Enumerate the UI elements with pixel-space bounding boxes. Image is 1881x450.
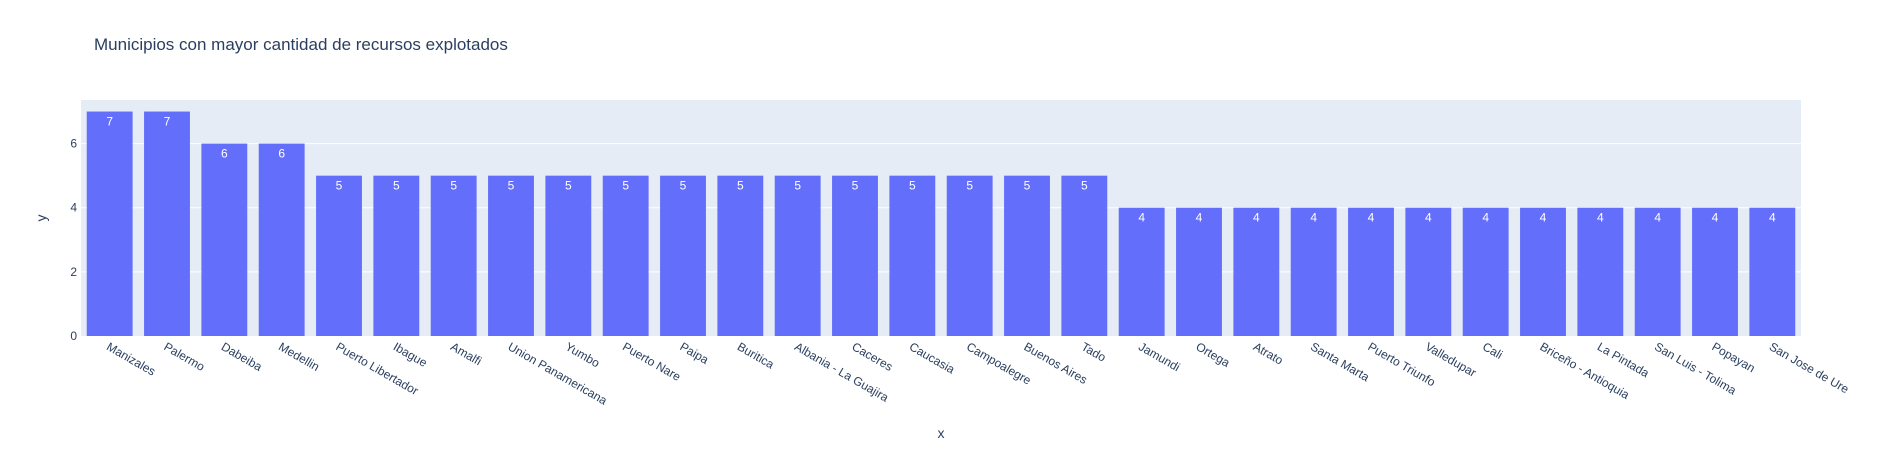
x-tick-label: Caceres [850,339,896,373]
x-tick-label: Yumbo [563,339,603,370]
bar[interactable] [717,175,764,336]
bars [86,111,1796,336]
x-tick-label: Puerto Nare [620,339,683,384]
bar-value-label: 5 [565,179,572,193]
bar-value-label: 4 [1368,211,1375,225]
bar[interactable] [1634,207,1681,336]
bar-value-label: 4 [1253,211,1260,225]
bar[interactable] [86,111,133,336]
x-tick-label: Medellin [276,339,322,373]
chart-title: Municipios con mayor cantidad de recurso… [94,35,508,54]
bar-value-label: 4 [1425,211,1432,225]
x-tick-label: Ortega [1194,339,1233,370]
x-tick-label: Albania - La Guajira [792,339,891,404]
bar[interactable] [1290,207,1337,336]
x-tick-label: Atrato [1251,339,1286,367]
bar[interactable] [545,175,592,336]
x-tick-label: Union Panamericana [506,339,610,407]
x-tick-label: Paipa [678,339,712,367]
bar-value-label: 6 [221,147,228,161]
bar[interactable] [1749,207,1796,336]
x-tick-label: Buenos Aires [1022,339,1090,386]
bar[interactable] [373,175,420,336]
bar-value-label: 4 [1712,211,1719,225]
x-tick-label: Tado [1079,339,1109,364]
x-axis-ticks: Manizales Palermo Dabeiba Medellin Puerto Li… [104,339,1851,407]
x-tick-label: Palermo [162,339,208,374]
y-axis-title: y [33,215,49,222]
bar[interactable] [258,143,305,336]
x-tick-label: Ibague [391,339,430,370]
y-tick-label: 4 [70,201,77,215]
y-tick-label: 0 [70,329,77,343]
x-tick-label: Cali [1480,339,1505,361]
bar[interactable] [1176,207,1222,336]
y-axis-ticks: 0 2 4 6 [70,137,77,343]
bar-value-label: 4 [1654,211,1661,225]
x-tick-label: Dabeiba [219,339,265,374]
bar[interactable] [1405,207,1452,336]
bar-value-label: 4 [1597,211,1604,225]
bar-value-label: 5 [852,179,859,193]
bar[interactable] [1233,207,1280,336]
bar-value-label: 5 [508,179,515,193]
bar[interactable] [1348,207,1394,336]
x-tick-label: Santa Marta [1308,339,1372,384]
bar-value-label: 5 [680,179,687,193]
bar[interactable] [144,111,190,336]
y-tick-label: 2 [70,265,77,279]
bar-value-label: 7 [164,115,171,129]
x-tick-label: San Jose de Ure [1767,339,1852,396]
x-tick-label: Caucasia [907,339,958,376]
bar[interactable] [889,175,936,336]
bar[interactable] [1118,207,1165,336]
bar[interactable] [1520,207,1566,336]
bar-value-label: 5 [1024,179,1031,193]
x-tick-label: Jamundi [1136,339,1182,374]
bar[interactable] [832,175,878,336]
bar-value-label: 6 [278,147,285,161]
bar[interactable] [602,175,649,336]
bar[interactable] [201,143,248,336]
bar[interactable] [1462,207,1509,336]
bar[interactable] [316,175,362,336]
bar[interactable] [1061,175,1108,336]
bar[interactable] [774,175,821,336]
x-tick-label: Manizales [104,339,158,378]
data-labels: 7 7 6 6 5 5 5 5 5 5 5 5 5 5 5 5 5 5 4 4 4 4 4 4 4 4 4 4 4 4 [106,115,1776,225]
bar[interactable] [660,175,706,336]
bar-value-label: 4 [1540,211,1547,225]
bar-value-label: 4 [1482,211,1489,225]
bar-value-label: 5 [909,179,916,193]
y-tick-label: 6 [70,137,77,151]
bar[interactable] [1004,175,1050,336]
bar[interactable] [1692,207,1738,336]
bar[interactable] [488,175,534,336]
x-tick-label: Buritica [735,339,777,371]
gridlines [81,143,1801,273]
bar-value-label: 4 [1138,211,1145,225]
bar-value-label: 5 [966,179,973,193]
plot-area [81,100,1801,336]
bar-value-label: 4 [1769,211,1776,225]
bar-value-label: 7 [106,115,113,129]
bar-value-label: 5 [1081,179,1088,193]
bar-value-label: 5 [794,179,801,193]
bar-value-label: 5 [737,179,744,193]
bar-value-label: 5 [336,179,343,193]
x-axis-title: x [938,425,945,441]
bar[interactable] [430,175,477,336]
bar-value-label: 5 [450,179,457,193]
bar-value-label: 5 [393,179,400,193]
x-tick-label: Amalfi [448,339,484,368]
bar-value-label: 4 [1196,211,1203,225]
bar[interactable] [1577,207,1624,336]
bar[interactable] [946,175,993,336]
bar-value-label: 4 [1310,211,1317,225]
x-tick-label: Popayan [1710,339,1758,375]
bar-value-label: 5 [622,179,629,193]
